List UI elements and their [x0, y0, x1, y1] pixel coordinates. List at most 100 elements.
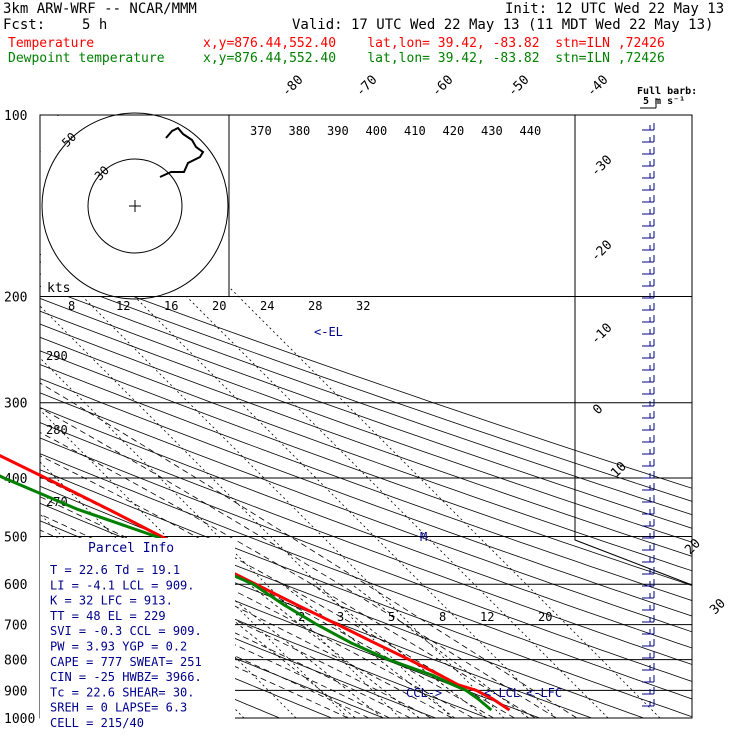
plot-frame — [39, 114, 693, 719]
legend-dewpoint-info: x,y=876.44,552.40 lat,lon= 39.42, -83.82… — [203, 51, 665, 66]
temp-scale-label: 24 — [260, 299, 274, 313]
temp-scale-label: 32 — [356, 299, 370, 313]
isotherm-label: -60 — [429, 73, 456, 100]
pressure-label: 800 — [4, 654, 27, 669]
moist-adiabat — [40, 296, 578, 718]
theta-label: 420 — [443, 124, 465, 138]
isotherm-label: 0 — [590, 402, 606, 418]
parcel-info-row: CIN = -25 HWBZ= 3966. — [50, 670, 202, 684]
mixing-ratio-label: 5 — [388, 610, 395, 624]
isotherm-label: -50 — [505, 73, 532, 100]
forecast-label: Fcst: — [3, 17, 46, 33]
annotation-lfc: <-LFC — [526, 686, 562, 700]
valid-time: Valid: 17 UTC Wed 22 May 13 (11 MDT Wed … — [292, 17, 714, 33]
dry-adiabat — [40, 115, 692, 718]
hodograph-inner-ring — [87, 158, 183, 254]
pressure-label: 600 — [4, 578, 27, 593]
isotherm — [40, 115, 349, 718]
frame-edge — [574, 115, 693, 586]
pressure-label: 200 — [4, 291, 27, 306]
isotherm-label: 30 — [707, 596, 729, 618]
pressure-label: 900 — [4, 684, 27, 699]
forecast-hour: 5 h — [82, 17, 108, 33]
annotations: <-EL M CCL-> <-LCL <-LFC — [314, 325, 562, 700]
mixing-ratio-label: 12 — [480, 610, 494, 624]
parcel-info-row: T = 22.6 Td = 19.1 — [50, 563, 180, 577]
annotation-el: <-EL — [314, 325, 343, 339]
legend-temperature-name: Temperature — [8, 36, 95, 51]
mixing-ratio-line — [214, 583, 384, 718]
barb-key-value: 5 m s⁻¹ — [643, 96, 685, 107]
theta-label-left: 290 — [46, 349, 68, 363]
dry-adiabat — [40, 115, 692, 718]
parcel-info-background — [40, 538, 235, 728]
pressure-label: 400 — [4, 472, 27, 487]
pressure-label: 100 — [4, 109, 27, 124]
dry-adiabat — [40, 115, 692, 718]
dry-adiabat — [40, 115, 692, 718]
legend-temperature-info: x,y=876.44,552.40 lat,lon= 39.42, -83.82… — [203, 36, 665, 51]
parcel-info-panel: Parcel Info T = 22.6 Td = 19.1LI = -4.1 … — [40, 538, 235, 730]
isotherm — [40, 115, 401, 718]
temp-scale-label: 8 — [68, 299, 75, 313]
series-layer — [0, 454, 511, 712]
parcel-info-row: Tc = 22.6 SHEAR= 30. — [50, 685, 195, 699]
dry-adiabat — [40, 115, 692, 718]
hodograph-unit-label: kts — [47, 281, 70, 296]
dewpoint-line — [0, 474, 493, 712]
parcel-info-row: CAPE = 777 SWEAT= 251 — [50, 655, 202, 669]
dry-adiabat — [40, 115, 692, 718]
isotherm — [40, 115, 505, 718]
isotherm — [40, 115, 453, 718]
hodograph-outer-ring — [41, 112, 229, 300]
legend-dewpoint-name: Dewpoint temperature — [8, 51, 165, 66]
pressure-label: 700 — [4, 619, 27, 634]
pressure-label: 500 — [4, 530, 27, 545]
theta-label: 440 — [520, 124, 542, 138]
theta-label: 370 — [250, 124, 272, 138]
parcel-info-row: TT = 48 EL = 229 — [50, 609, 166, 623]
isotherm-label: -40 — [584, 73, 611, 100]
mixing-ratio-label: 3 — [337, 610, 344, 624]
dry-adiabat — [40, 115, 692, 718]
isotherm-label: -20 — [588, 238, 615, 265]
barb-key: Full barb: 5 m s⁻¹ — [637, 86, 697, 109]
parcel-info-title: Parcel Info — [88, 541, 174, 556]
annotation-ccl: CCL-> — [406, 686, 442, 700]
theta-label: 430 — [481, 124, 503, 138]
init-time: Init: 12 UTC Wed 22 May 13 — [505, 1, 725, 17]
barb-key-title: Full barb: — [637, 86, 697, 97]
theta-label: 380 — [289, 124, 311, 138]
pressure-label: 1000 — [4, 712, 35, 727]
parcel-info-row: K = 32 LFC = 913. — [50, 594, 173, 608]
temp-scale-label: 20 — [212, 299, 226, 313]
pressure-label: 300 — [4, 397, 27, 412]
annotation-m: M — [420, 530, 427, 544]
theta-label: 410 — [404, 124, 426, 138]
dry-adiabat — [40, 115, 692, 718]
dry-adiabat — [40, 115, 692, 718]
dry-adiabat — [40, 115, 692, 718]
temp-scale-label: 28 — [308, 299, 322, 313]
isotherm-label: -10 — [588, 321, 615, 348]
dry-adiabat — [40, 115, 692, 718]
dry-adiabat — [40, 115, 692, 718]
temp-scale-label: 16 — [164, 299, 178, 313]
hodograph-trace — [159, 126, 205, 178]
moist-adiabat — [40, 296, 349, 718]
dry-adiabat — [40, 115, 692, 718]
theta-label: 400 — [366, 124, 388, 138]
parcel-info-row: SVI = -0.3 CCL = 909. — [50, 624, 202, 638]
theta-label-left: 280 — [46, 423, 68, 437]
dry-adiabat — [40, 115, 692, 718]
mixing-ratio-label: 8 — [439, 610, 446, 624]
isotherm-label: -30 — [588, 153, 615, 180]
parcel-info-row: PW = 3.93 YGP = 0.2 — [50, 640, 187, 654]
temperature-line — [0, 454, 511, 712]
isotherm-label: -70 — [353, 73, 380, 100]
temp-scale-label: 12 — [116, 299, 130, 313]
model-title: 3km ARW-WRF -- NCAR/MMM — [3, 1, 197, 17]
isotherm-label: 20 — [682, 536, 704, 558]
wind-barbs — [642, 123, 655, 707]
